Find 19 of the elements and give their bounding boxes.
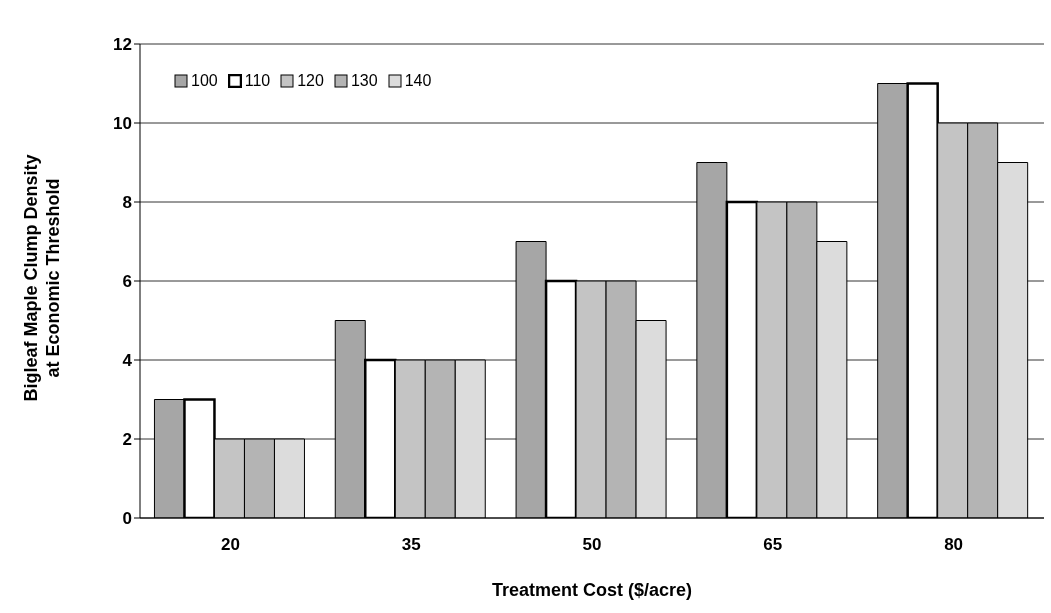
y-axis-title: Bigleaf Maple Clump Density at Economic Threshold <box>21 154 63 402</box>
legend-label: 100 <box>191 72 218 90</box>
x-tick-label: 50 <box>582 535 602 555</box>
y-tick-label: 12 <box>113 35 132 55</box>
x-tick-label: 35 <box>401 535 421 555</box>
legend-label: 130 <box>350 72 378 90</box>
y-tick-label: 10 <box>113 114 132 134</box>
x-tick-label: 65 <box>763 535 783 555</box>
x-tick-label: 80 <box>944 535 964 555</box>
y-tick-label: 8 <box>122 193 132 213</box>
y-tick-label: 2 <box>122 430 132 450</box>
legend-label: 120 <box>297 72 324 90</box>
legend-label: 140 <box>404 72 432 90</box>
legend-label: 110 <box>244 72 271 90</box>
x-axis-title: Treatment Cost ($/acre) <box>491 580 693 600</box>
y-tick-label: 6 <box>122 272 132 292</box>
x-tick-label: 20 <box>220 535 240 555</box>
y-tick-label: 0 <box>122 509 132 529</box>
y-tick-label: 4 <box>122 351 133 371</box>
